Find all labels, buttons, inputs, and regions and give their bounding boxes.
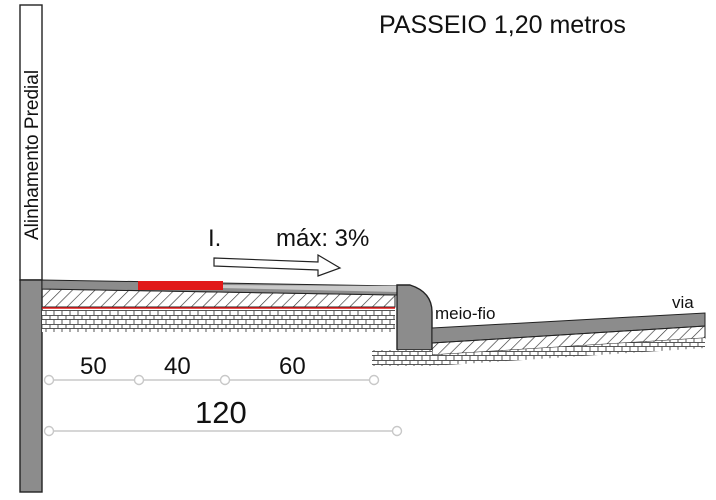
diagram-title: PASSEIO 1,20 metros xyxy=(379,11,626,39)
partial-dimension-line xyxy=(43,374,380,386)
road-label: via xyxy=(672,293,694,312)
slope-label-i: I. xyxy=(208,225,221,252)
dimension-120: 120 xyxy=(195,395,247,430)
curb-label: meio-fio xyxy=(435,304,495,323)
sidewalk-surface-highlight xyxy=(220,285,397,292)
dimension-40: 40 xyxy=(164,353,191,380)
tactile-strip xyxy=(138,281,223,290)
property-wall xyxy=(19,279,43,493)
wall-label: Alinhamento Predial xyxy=(22,70,43,240)
curb xyxy=(396,284,433,351)
dimension-50: 50 xyxy=(80,353,107,380)
slope-arrow-icon xyxy=(213,253,342,277)
slope-label-max: máx: 3% xyxy=(276,225,369,252)
road-gravel-top xyxy=(432,338,705,366)
road-gravel-under-curb xyxy=(372,350,432,366)
sidewalk-gravel-layer xyxy=(42,310,395,332)
dimension-60: 60 xyxy=(279,353,306,380)
total-dimension-line xyxy=(43,425,403,437)
